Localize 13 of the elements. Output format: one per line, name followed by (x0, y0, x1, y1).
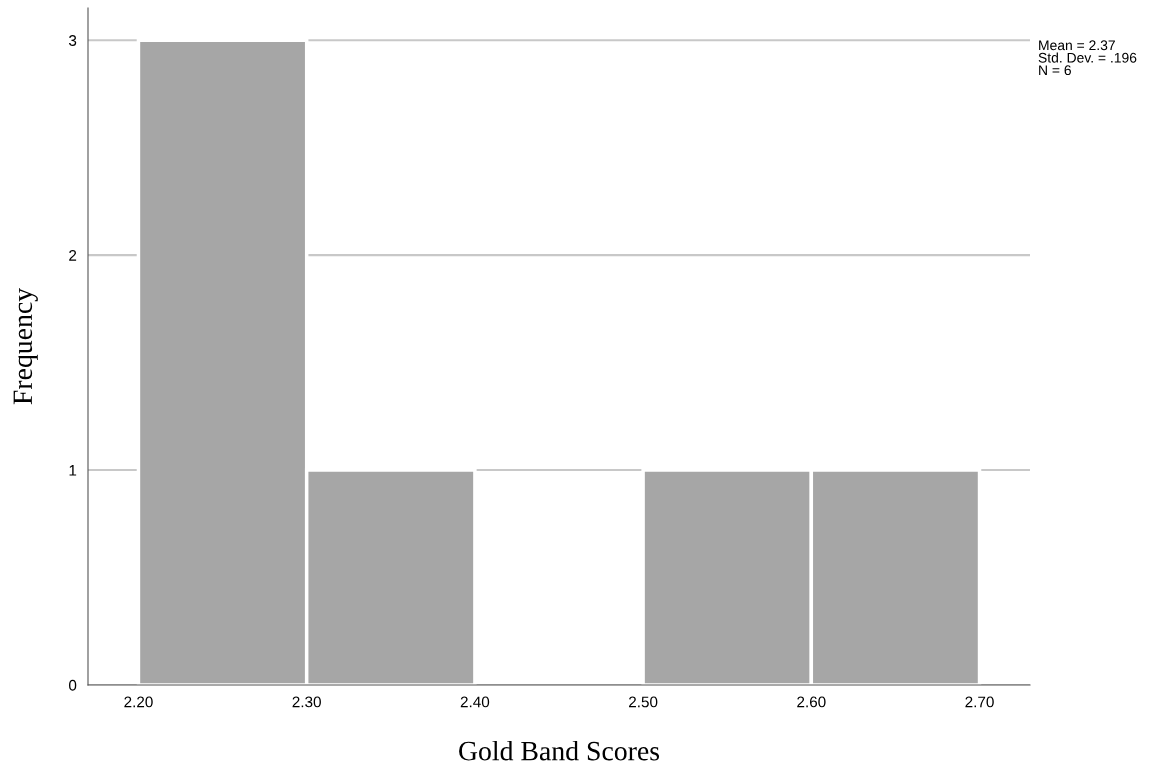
y-tick-label: 0 (68, 679, 77, 691)
x-tick-label: 2.60 (797, 696, 826, 708)
y-axis-title: Frequency (13, 287, 38, 405)
x-tick-label: 2.70 (965, 696, 994, 708)
x-tick-label: 2.40 (460, 696, 490, 708)
x-axis-title: Gold Band Scores (459, 740, 660, 761)
x-tick-label: 2.50 (629, 696, 658, 708)
x-tick-label: 2.30 (292, 696, 321, 708)
x-tick-label: 2.20 (124, 696, 153, 708)
y-tick-label: 3 (68, 35, 77, 46)
y-tick-label: 2 (69, 250, 77, 261)
text: Mean = 2.37 Std. Dev. = .196 N = 6 (1038, 40, 1137, 76)
y-tick-label: 1 (69, 465, 77, 476)
